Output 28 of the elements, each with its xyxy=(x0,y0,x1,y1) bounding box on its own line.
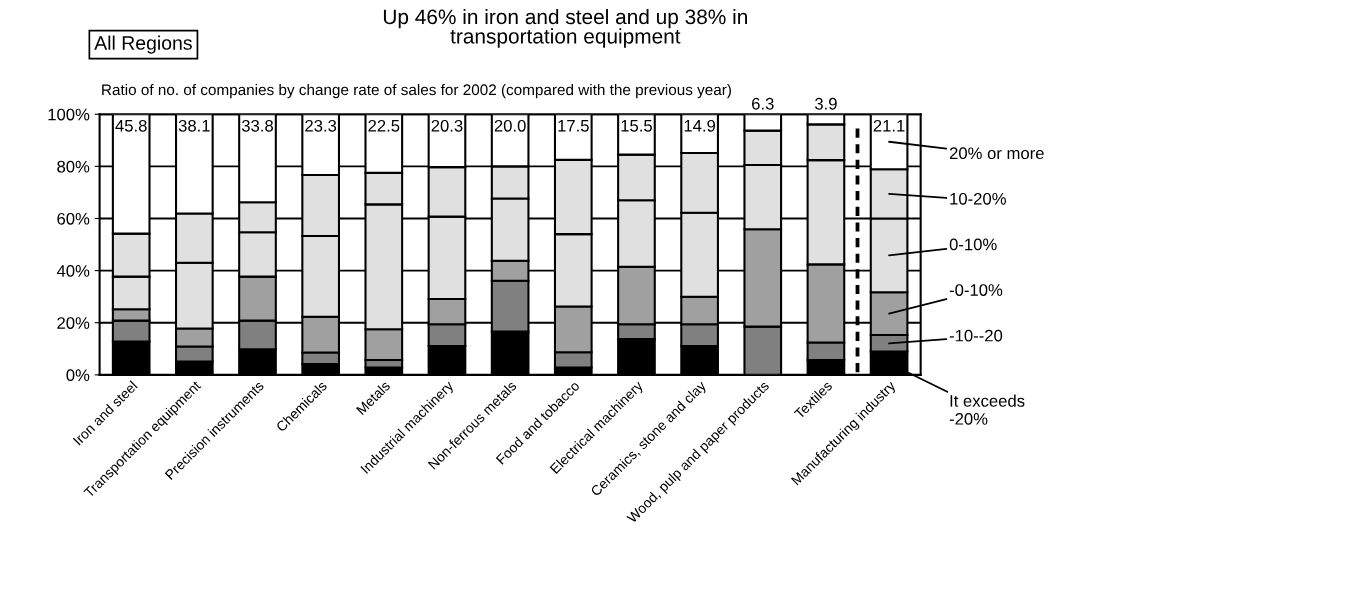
legend-label: 10-20% xyxy=(950,192,1006,205)
data-label: 45.8 xyxy=(115,119,147,132)
y-tick-label: 60% xyxy=(57,212,90,225)
legend-label: -10--20 xyxy=(949,329,1003,342)
y-tick-label: 20% xyxy=(57,317,90,329)
data-label: 14.9 xyxy=(684,119,716,132)
data-label: 38.1 xyxy=(178,119,210,132)
data-label: 22.5 xyxy=(368,119,400,132)
data-label: 20.3 xyxy=(431,119,463,132)
data-label: 20.0 xyxy=(494,119,526,132)
data-label: 17.5 xyxy=(558,120,589,132)
legend-label: 0-10% xyxy=(949,238,997,251)
data-label: 21.1 xyxy=(873,119,905,132)
data-label: 23.3 xyxy=(305,119,337,132)
chart-title: Up 46% in iron and steel and up 38% in transportation equipment xyxy=(383,8,747,48)
chart-subtitle: Ratio of no. of companies by change rate of sales for 2002 (compared with the previous year) xyxy=(102,83,731,99)
y-tick-label: 100% xyxy=(48,108,90,121)
y-tick-label: 80% xyxy=(57,160,90,173)
y-tick-label: 40% xyxy=(56,265,90,277)
y-tick-label: 0% xyxy=(66,369,90,382)
text: All Regions xyxy=(94,35,192,54)
text: It exceeds -20% xyxy=(949,394,1025,425)
data-label: 3.9 xyxy=(814,97,837,110)
data-label: 33.8 xyxy=(241,119,273,132)
data-label: 6.3 xyxy=(752,97,774,110)
legend-label: 20% or more xyxy=(949,147,1044,160)
data-label: 15.5 xyxy=(621,120,652,132)
text: -0-10% xyxy=(949,284,1003,296)
